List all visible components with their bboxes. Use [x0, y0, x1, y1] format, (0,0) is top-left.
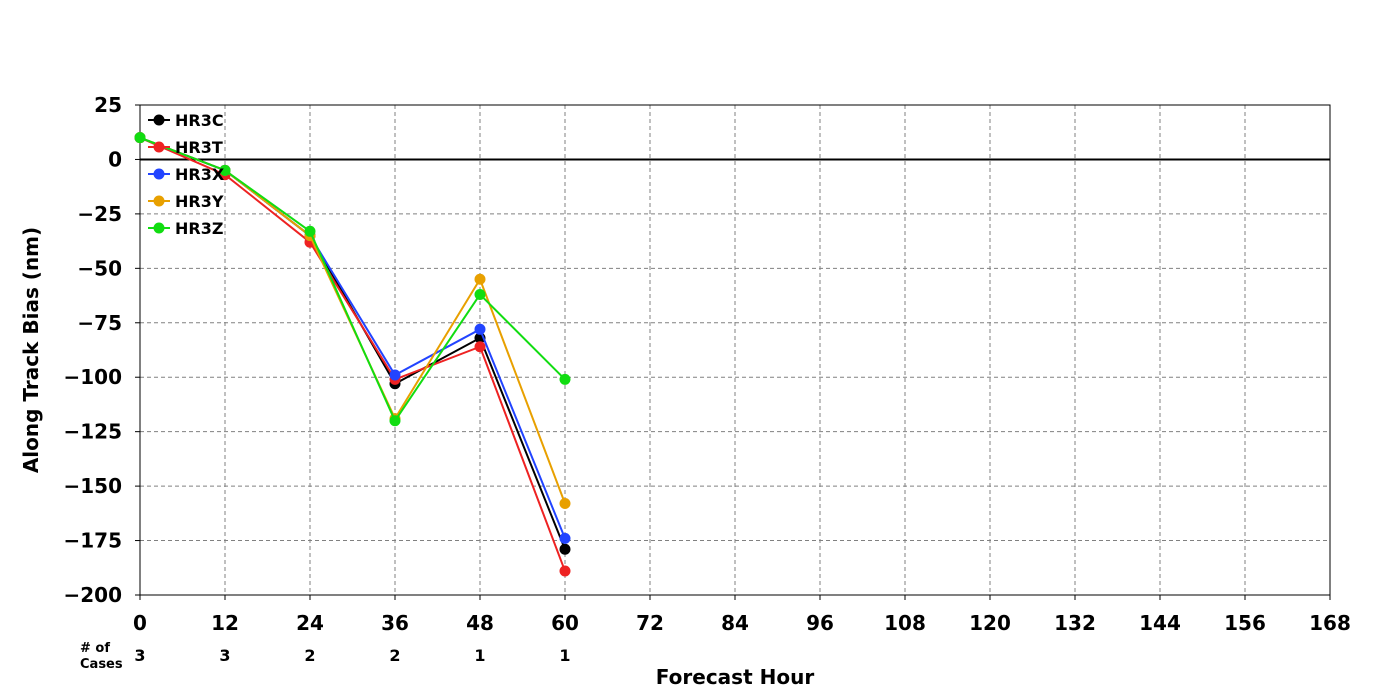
y-tick-label: −150	[63, 474, 122, 498]
x-tick-label: 144	[1139, 611, 1181, 635]
x-axis-title: Forecast Hour	[656, 665, 815, 689]
x-tick-label: 24	[296, 611, 324, 635]
series-line-hr3t	[139, 136, 566, 572]
legend-entry-hr3y: HR3Y	[148, 192, 224, 211]
data-point-hr3x	[559, 532, 571, 544]
grid	[140, 105, 1330, 595]
x-tick-label: 96	[806, 611, 834, 635]
series-hr3t	[134, 132, 571, 577]
data-point-hr3z	[304, 225, 316, 237]
legend-entry-hr3x: HR3X	[148, 165, 225, 184]
data-point-hr3t	[559, 565, 571, 577]
x-tick-label: 156	[1224, 611, 1266, 635]
x-tick-label: 36	[381, 611, 409, 635]
y-tick-label: 25	[94, 93, 122, 117]
legend-swatch-marker	[153, 114, 165, 126]
legend: HR3C HR3T HR3X HR3Y HR3Z	[148, 111, 225, 238]
series-line-hr3z	[139, 136, 566, 423]
legend-label: HR3C	[175, 111, 224, 130]
cases-count: 3	[219, 646, 230, 665]
legend-entry-hr3c: HR3C	[148, 111, 224, 130]
x-tick-label: 72	[636, 611, 664, 635]
y-axis-title: Along Track Bias (nm)	[19, 227, 43, 473]
data-point-hr3y	[474, 273, 486, 285]
y-tick-label: −50	[77, 256, 122, 280]
data-point-hr3z	[134, 132, 146, 144]
cases-label-line2: Cases	[80, 657, 123, 672]
x-tick-label: 84	[721, 611, 749, 635]
number-of-cases-row: # of Cases 3 3 2 2 1 1	[80, 641, 571, 672]
data-point-hr3t	[474, 341, 486, 353]
x-axis-ticks: 0 12 24 36 48 60 72 84 96 108 120 132 144 156 168	[133, 595, 1351, 635]
legend-swatch-marker	[153, 168, 165, 180]
y-tick-label: −75	[77, 311, 122, 335]
legend-entry-hr3z: HR3Z	[148, 219, 223, 238]
legend-swatch-marker	[153, 222, 165, 234]
data-point-hr3z	[559, 373, 571, 385]
y-tick-label: −125	[63, 420, 122, 444]
data-point-hr3z	[474, 288, 486, 300]
cases-count: 1	[474, 646, 485, 665]
legend-label: HR3T	[175, 138, 223, 157]
data-point-hr3x	[389, 369, 401, 381]
legend-label: HR3Y	[175, 192, 224, 211]
data-point-hr3x	[474, 323, 486, 335]
y-tick-label: −25	[77, 202, 122, 226]
data-point-hr3z	[219, 164, 231, 176]
x-tick-label: 120	[969, 611, 1011, 635]
series-hr3z	[134, 132, 571, 427]
data-point-hr3y	[559, 498, 571, 510]
y-axis-ticks: 25 0 −25 −50 −75 −100 −125 −150 −175 −200	[63, 93, 140, 607]
y-tick-label: −175	[63, 529, 122, 553]
x-tick-label: 48	[466, 611, 494, 635]
cases-count: 2	[304, 646, 315, 665]
y-tick-label: 0	[108, 147, 122, 171]
y-tick-label: −100	[63, 365, 122, 389]
cases-count: 2	[389, 646, 400, 665]
legend-label: HR3Z	[175, 219, 223, 238]
legend-entry-hr3t: HR3T	[148, 138, 223, 157]
x-tick-label: 12	[211, 611, 239, 635]
data-point-hr3c	[559, 543, 571, 555]
legend-swatch-marker	[153, 141, 165, 153]
x-tick-label: 0	[133, 611, 147, 635]
cases-label-line1: # of	[80, 641, 110, 656]
data-point-hr3z	[389, 415, 401, 427]
x-tick-label: 132	[1054, 611, 1096, 635]
y-tick-label: −200	[63, 583, 122, 607]
legend-label: HR3X	[175, 165, 225, 184]
x-tick-label: 168	[1309, 611, 1351, 635]
cases-count: 1	[559, 646, 570, 665]
series-lines	[134, 132, 571, 577]
x-tick-label: 60	[551, 611, 579, 635]
x-tick-label: 108	[884, 611, 926, 635]
cases-count: 3	[134, 646, 145, 665]
legend-swatch-marker	[153, 195, 165, 207]
